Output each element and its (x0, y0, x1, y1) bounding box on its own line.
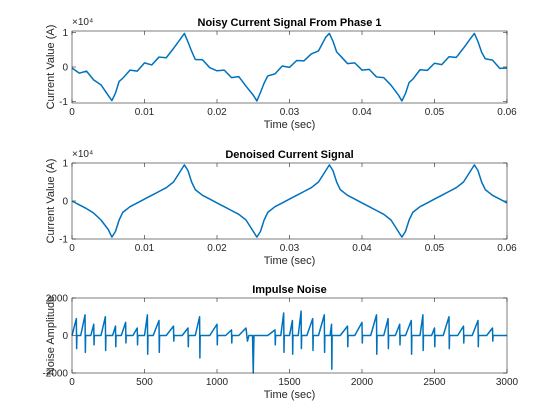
y-tick-label: -2000 (42, 369, 68, 380)
y-tick-label: -1 (59, 235, 68, 246)
data-line (71, 32, 508, 102)
x-tick-label: 0.02 (207, 107, 227, 118)
x-tick-label: 0.01 (135, 243, 155, 254)
y-exponent: ×10⁴ (72, 17, 93, 28)
axes-background (72, 163, 507, 239)
axes-box (71, 30, 508, 104)
x-tick-label: 0.04 (352, 243, 372, 254)
chart-title: Impulse Noise (252, 284, 327, 296)
x-axis-label: Time (sec) (264, 255, 316, 267)
y-tick-label: 0 (62, 331, 68, 342)
y-tick-label: 0 (62, 63, 68, 74)
y-tick-label: 2000 (46, 294, 69, 305)
chart-title: Noisy Current Signal From Phase 1 (198, 17, 382, 29)
y-axis-label: Current Value (A) (45, 159, 57, 244)
chart-title: Denoised Current Signal (225, 149, 353, 161)
x-tick-label: 0.05 (425, 243, 445, 254)
y-axis-label: Noise Amplitude (45, 296, 57, 376)
x-tick-label: 2500 (423, 377, 446, 388)
x-tick-label: 0 (69, 243, 75, 254)
data-line (71, 310, 507, 374)
y-tick-label: 1 (62, 159, 68, 170)
x-tick-label: 2000 (351, 377, 374, 388)
y-axis-label: Current Value (A) (45, 25, 57, 110)
x-tick-label: 0.06 (497, 243, 517, 254)
x-tick-label: 0.03 (280, 107, 300, 118)
data-line (71, 164, 508, 238)
axes-box (71, 297, 508, 374)
axes-box (71, 162, 508, 240)
x-tick-label: 0.06 (497, 107, 517, 118)
x-axis-label: Time (sec) (264, 389, 316, 401)
x-tick-label: 3000 (496, 377, 519, 388)
x-tick-label: 0.03 (280, 243, 300, 254)
x-tick-label: 0.02 (207, 243, 227, 254)
x-axis-label: Time (sec) (264, 119, 316, 131)
y-tick-label: 1 (62, 28, 68, 39)
x-tick-label: 0.05 (425, 107, 445, 118)
x-tick-label: 0 (69, 377, 75, 388)
x-tick-label: 0.01 (135, 107, 155, 118)
x-tick-label: 500 (136, 377, 153, 388)
y-tick-label: -1 (59, 97, 68, 108)
x-tick-label: 1000 (206, 377, 229, 388)
y-exponent: ×10⁴ (72, 149, 93, 160)
x-tick-label: 1500 (278, 377, 301, 388)
y-tick-label: 0 (62, 197, 68, 208)
x-tick-label: 0.04 (352, 107, 372, 118)
x-tick-label: 0 (69, 107, 75, 118)
